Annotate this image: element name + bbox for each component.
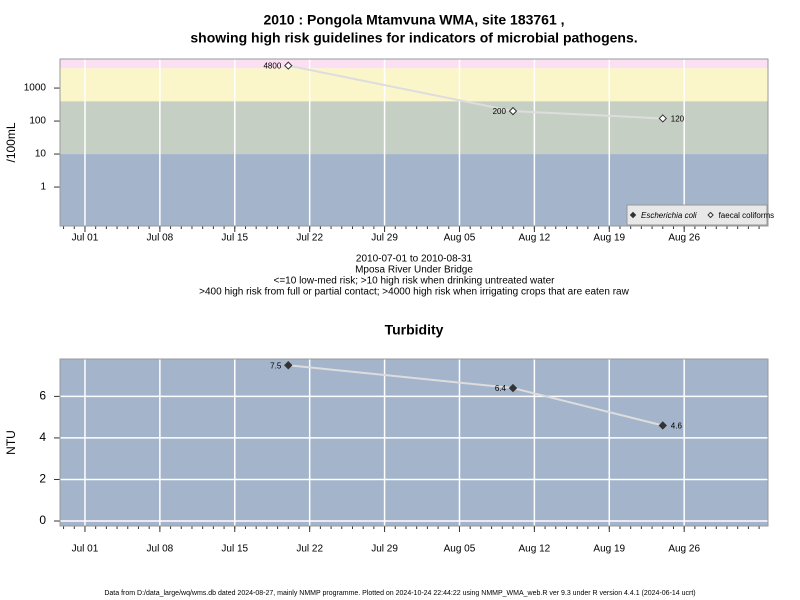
x-tick-label: Jul 08 [147,233,174,244]
data-point [658,421,667,430]
y-tick-label: 0 [39,513,46,527]
x-tick-label: Jul 29 [371,544,398,555]
chart-note: 2010-07-01 to 2010-08-31 [356,254,473,265]
data-label: 4800 [263,62,281,71]
y-tick-label: 10 [35,149,47,160]
chart-note: <=10 low-med risk; >10 high risk when dr… [274,276,556,287]
data-label: 200 [493,107,507,116]
plot-background [60,359,768,526]
chart-note: Mposa River Under Bridge [355,265,473,276]
risk-band [60,59,768,69]
x-tick-label: Aug 19 [593,544,625,555]
x-tick-label: Aug 05 [444,233,476,244]
x-tick-label: Aug 05 [444,544,476,555]
data-point [658,114,667,123]
data-point [284,361,293,370]
y-tick-label: 100 [29,116,46,127]
data-label: 6.4 [495,384,507,393]
x-tick-label: Jul 29 [371,233,398,244]
y-axis-label: /100mL [4,122,18,162]
chart-note: >400 high risk from full or partial cont… [199,287,629,298]
data-label: 7.5 [270,361,282,370]
x-tick-label: Jul 22 [296,233,323,244]
y-tick-label: 1 [40,182,46,193]
data-label: 4.6 [671,422,683,431]
x-tick-label: Jul 01 [72,544,99,555]
x-tick-label: Jul 22 [296,544,323,555]
x-tick-label: Jul 15 [221,544,248,555]
x-tick-label: Aug 12 [519,233,551,244]
x-tick-label: Jul 08 [147,544,174,555]
data-point [508,106,518,116]
y-tick-label: 6 [39,389,46,403]
y-axis-label: NTU [4,430,18,455]
legend-label: Escherichia coli [641,211,697,220]
chart-title: 2010 : Pongola Mtamvuna WMA, site 183761… [263,12,564,28]
footer: Data from D:/data_large/wq/wms.db dated … [104,590,695,597]
data-point [284,61,293,70]
y-tick-label: 1000 [24,83,47,94]
x-tick-label: Aug 26 [668,233,700,244]
y-tick-label: 2 [39,472,46,486]
data-label: 120 [671,115,685,124]
y-tick-label: 4 [39,430,46,444]
plot-frame [59,58,769,227]
x-tick-label: Jul 15 [221,233,248,244]
data-point [508,383,518,393]
x-tick-label: Aug 26 [668,544,700,555]
chart-title: Turbidity [385,322,444,338]
x-tick-label: Aug 12 [519,544,551,555]
x-tick-label: Jul 01 [72,233,99,244]
risk-band [60,68,768,102]
legend-marker [629,211,637,219]
x-tick-label: Aug 19 [593,233,625,244]
chart-title: showing high risk guidelines for indicat… [190,30,637,46]
legend-marker [707,211,714,219]
legend: Escherichia coli faecal coliforms [626,204,775,226]
legend-label: faecal coliforms [719,211,775,220]
risk-band [60,101,768,155]
legend-box [626,204,768,226]
plot-frame [59,358,769,527]
